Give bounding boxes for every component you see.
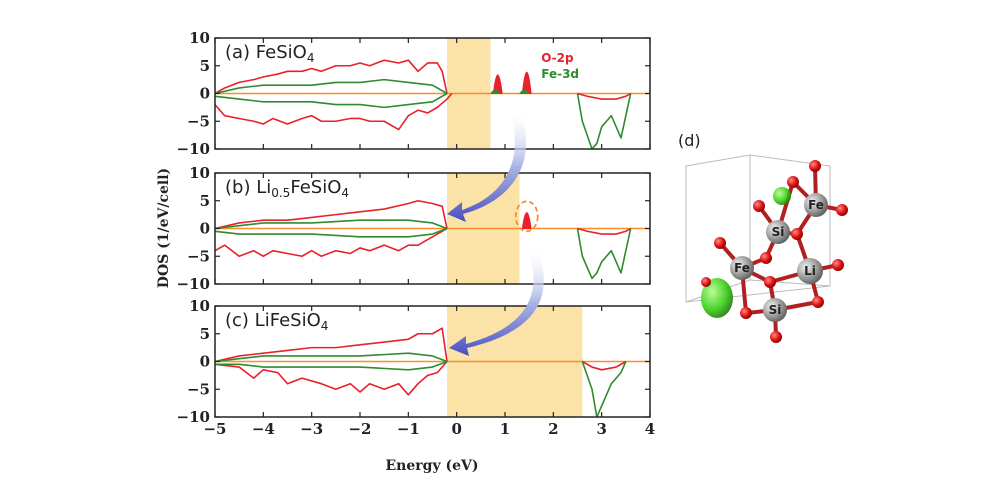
spin-density-blob bbox=[773, 187, 791, 205]
o2p-spin-up-curve bbox=[214, 59, 448, 95]
y-tick-label: 10 bbox=[189, 164, 210, 182]
x-tick-label: −4 bbox=[252, 420, 275, 438]
oxygen-atoms bbox=[701, 160, 848, 343]
fe3d-spin-down-curve bbox=[214, 92, 448, 109]
fe3d-spin-down-curve bbox=[214, 227, 448, 238]
o2p-gap-state-peak bbox=[521, 71, 532, 94]
o2p-conduction-curve bbox=[577, 92, 632, 100]
y-tick-label: 5 bbox=[200, 192, 210, 210]
cation-atoms bbox=[730, 193, 828, 322]
o2p-spin-up-curve bbox=[214, 327, 448, 363]
fe3d-gap-state-peak bbox=[490, 89, 501, 94]
y-tick-label: −5 bbox=[187, 380, 210, 398]
x-tick-label: 2 bbox=[548, 420, 558, 438]
x-tick-label: 3 bbox=[596, 420, 606, 438]
x-axis-title: Energy (eV) bbox=[386, 458, 479, 474]
formula-part: FeSiO bbox=[290, 177, 341, 198]
o2p-spin-down-curve bbox=[214, 360, 448, 396]
o2p-gap-state-peak bbox=[521, 212, 532, 229]
panel-label: (b) bbox=[225, 177, 256, 198]
legend-o2p: O-2p bbox=[541, 51, 574, 65]
fe3d-conduction-curve bbox=[581, 361, 627, 418]
panel-d-label: (d) bbox=[678, 131, 701, 150]
y-tick-label: −10 bbox=[177, 140, 210, 158]
formula-part: 0.5 bbox=[271, 186, 290, 200]
x-tick-label: 4 bbox=[645, 420, 655, 438]
gap-state-highlight bbox=[514, 200, 539, 233]
y-tick-label: 0 bbox=[200, 85, 210, 103]
o2p-gap-state-peak bbox=[492, 74, 503, 94]
fe3d-conduction-curve bbox=[576, 228, 632, 280]
fe3d-spin-down-curve bbox=[215, 360, 448, 371]
atom-label-fe: Fe bbox=[808, 198, 824, 212]
o2p-spin-down-curve bbox=[214, 92, 453, 131]
y-axis-title: DOS (1/eV/cell) bbox=[156, 168, 172, 288]
x-tick-label: −3 bbox=[300, 420, 323, 438]
y-tick-label: 5 bbox=[200, 57, 210, 75]
atom-label-si: Si bbox=[772, 225, 785, 239]
panel-title-c: (c) LiFeSiO4 bbox=[225, 310, 328, 333]
formula-part: Li bbox=[256, 177, 271, 198]
x-tick-label: −1 bbox=[397, 420, 420, 438]
o2p-spin-up-curve bbox=[214, 199, 448, 230]
y-tick-label: 0 bbox=[200, 353, 210, 371]
formula-part: LiFeSiO bbox=[255, 310, 321, 331]
formula-part: 4 bbox=[307, 51, 315, 65]
formula-part: 4 bbox=[321, 319, 329, 333]
y-tick-label: −5 bbox=[187, 112, 210, 130]
o2p-spin-down-curve bbox=[214, 227, 448, 258]
formula-part: 4 bbox=[341, 186, 349, 200]
fe3d-spin-up-curve bbox=[214, 352, 448, 363]
transition-arrow-b-to-c bbox=[449, 250, 544, 356]
fe3d-gap-state-peak bbox=[519, 89, 530, 94]
y-tick-label: −5 bbox=[187, 247, 210, 265]
spin-density-blob bbox=[701, 278, 733, 318]
fe3d-spin-up-curve bbox=[214, 219, 448, 230]
y-tick-label: −10 bbox=[177, 275, 210, 293]
atom-label-fe: Fe bbox=[734, 261, 750, 275]
atom-label-li: Li bbox=[804, 264, 816, 278]
o2p-conduction-curve bbox=[577, 227, 632, 235]
panel-title-a: (a) FeSiO4 bbox=[225, 42, 314, 65]
y-tick-label: 10 bbox=[189, 29, 210, 47]
dos-panel-b: 10 5 0 −5 −10 (b) Li0.5FeSiO4 bbox=[177, 164, 651, 293]
x-tick-label: −5 bbox=[203, 420, 226, 438]
panel-label: (c) bbox=[225, 310, 255, 331]
y-tick-label: 5 bbox=[200, 325, 210, 343]
panel-title-b: (b) Li0.5FeSiO4 bbox=[225, 177, 349, 200]
y-tick-label: 0 bbox=[200, 220, 210, 238]
x-tick-label: 1 bbox=[500, 420, 510, 438]
o2p-conduction-curve bbox=[581, 360, 627, 371]
atom-label-si: Si bbox=[769, 303, 782, 317]
fe3d-conduction-curve bbox=[576, 93, 632, 150]
fe3d-spin-up-curve bbox=[214, 78, 448, 95]
x-tick-label: −2 bbox=[348, 420, 371, 438]
legend-fe3d: Fe-3d bbox=[541, 67, 579, 81]
y-tick-label: −10 bbox=[177, 408, 210, 426]
dos-panel-a: 10 5 0 −5 −10 (a) FeSiO4 O-2p Fe-3d bbox=[177, 29, 651, 158]
x-tick-label: 0 bbox=[451, 420, 461, 438]
transition-arrow-a-to-b bbox=[447, 112, 527, 222]
crystal-structure-panel: (d) bbox=[678, 131, 848, 343]
panel-label: (a) bbox=[225, 42, 256, 63]
formula-part: FeSiO bbox=[256, 42, 307, 63]
y-tick-label: 10 bbox=[189, 297, 210, 315]
